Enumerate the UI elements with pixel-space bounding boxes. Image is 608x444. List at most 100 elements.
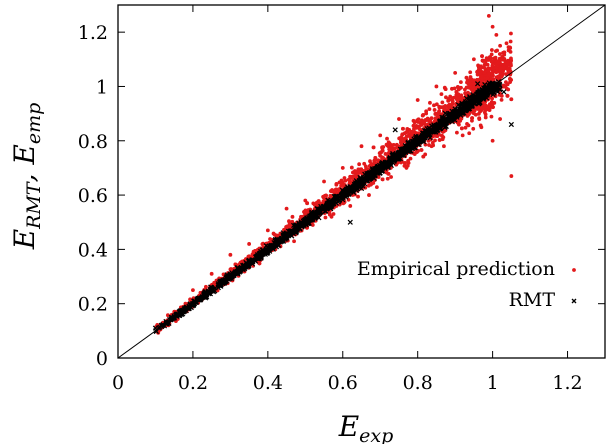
y-axis-label: ERMT, Eemp (8, 103, 45, 251)
empirical-point (475, 70, 480, 74)
empirical-point (455, 85, 460, 89)
rmt-point (433, 129, 439, 135)
rmt-point (477, 99, 483, 105)
rmt-point (475, 90, 481, 96)
empirical-point (483, 104, 488, 109)
empirical-point (383, 152, 388, 156)
empirical-point (188, 297, 193, 302)
empirical-point (492, 56, 497, 61)
empirical-point (489, 67, 493, 71)
rmt-point (206, 291, 212, 297)
empirical-point (458, 80, 463, 85)
empirical-point (406, 133, 411, 138)
rmt-point (333, 200, 339, 206)
empirical-point (303, 198, 308, 203)
empirical-point (374, 185, 379, 190)
empirical-point (471, 57, 476, 62)
empirical-point (470, 78, 475, 83)
empirical-point (305, 201, 310, 206)
empirical-point (367, 193, 371, 197)
empirical-point (329, 214, 334, 219)
empirical-point (257, 261, 262, 266)
empirical-point (494, 70, 499, 75)
empirical-point (369, 182, 373, 187)
x-tick-label: 0.8 (403, 372, 433, 394)
empirical-point (209, 271, 214, 276)
reference-diagonal-line (117, 4, 606, 359)
empirical-point (329, 189, 334, 193)
empirical-point (459, 93, 464, 98)
empirical-point (417, 127, 422, 132)
empirical-point (468, 84, 473, 89)
empirical-point (284, 206, 289, 211)
empirical-point (491, 105, 495, 110)
empirical-point (419, 148, 424, 152)
rmt-point (164, 320, 170, 327)
empirical-point (362, 161, 367, 166)
empirical-point (403, 161, 407, 165)
empirical-point (476, 112, 481, 116)
empirical-point (324, 193, 328, 198)
empirical-point (471, 126, 476, 131)
empirical-point (456, 92, 461, 97)
empirical-point (399, 135, 404, 140)
empirical-point (416, 120, 420, 124)
rmt-point (390, 157, 396, 163)
empirical-point (459, 116, 464, 121)
rmt-point (501, 89, 507, 95)
empirical-point (467, 131, 472, 136)
empirical-point (378, 133, 383, 138)
rmt-point (271, 243, 277, 249)
empirical-point (316, 200, 320, 205)
empirical-point (440, 100, 445, 105)
empirical-point (408, 156, 413, 161)
rmt-point (442, 124, 448, 131)
empirical-point (305, 208, 310, 213)
empirical-point (435, 134, 440, 138)
empirical-point (463, 125, 468, 130)
empirical-point (265, 228, 270, 233)
empirical-point (404, 166, 409, 170)
empirical-point (489, 52, 494, 57)
empirical-point (421, 113, 426, 117)
empirical-point (490, 138, 495, 143)
rmt-point (394, 156, 400, 162)
empirical-point (494, 32, 499, 37)
empirical-point (509, 97, 514, 102)
empirical-point (509, 56, 513, 61)
empirical-point (310, 223, 315, 227)
empirical-point (468, 70, 473, 75)
empirical-point (183, 301, 188, 306)
empirical-point (508, 72, 513, 77)
empirical-point (490, 63, 495, 68)
rmt-point (508, 121, 514, 128)
empirical-point (490, 24, 495, 29)
empirical-point (428, 100, 432, 105)
empirical-point (489, 48, 494, 52)
empirical-point (465, 113, 470, 118)
empirical-point (356, 194, 360, 199)
rmt-point (392, 127, 398, 133)
empirical-point (292, 239, 296, 244)
empirical-point (405, 129, 410, 134)
y-tick-label: 0 (96, 348, 108, 370)
empirical-point (343, 178, 348, 183)
y-tick-label: 0.4 (78, 239, 108, 261)
empirical-point (246, 254, 251, 259)
empirical-point (485, 68, 490, 73)
empirical-point (439, 92, 444, 97)
rmt-point (490, 82, 496, 88)
empirical-point (376, 175, 381, 179)
empirical-point (419, 122, 424, 127)
empirical-point (397, 117, 401, 121)
empirical-point (482, 70, 487, 75)
empirical-point (499, 97, 504, 102)
y-axis-label-main: E (8, 229, 41, 250)
empirical-point (450, 99, 455, 104)
rmt-point (289, 228, 295, 234)
empirical-point (434, 84, 439, 89)
empirical-point (504, 72, 508, 77)
empirical-point (508, 45, 512, 50)
empirical-point (347, 181, 352, 185)
